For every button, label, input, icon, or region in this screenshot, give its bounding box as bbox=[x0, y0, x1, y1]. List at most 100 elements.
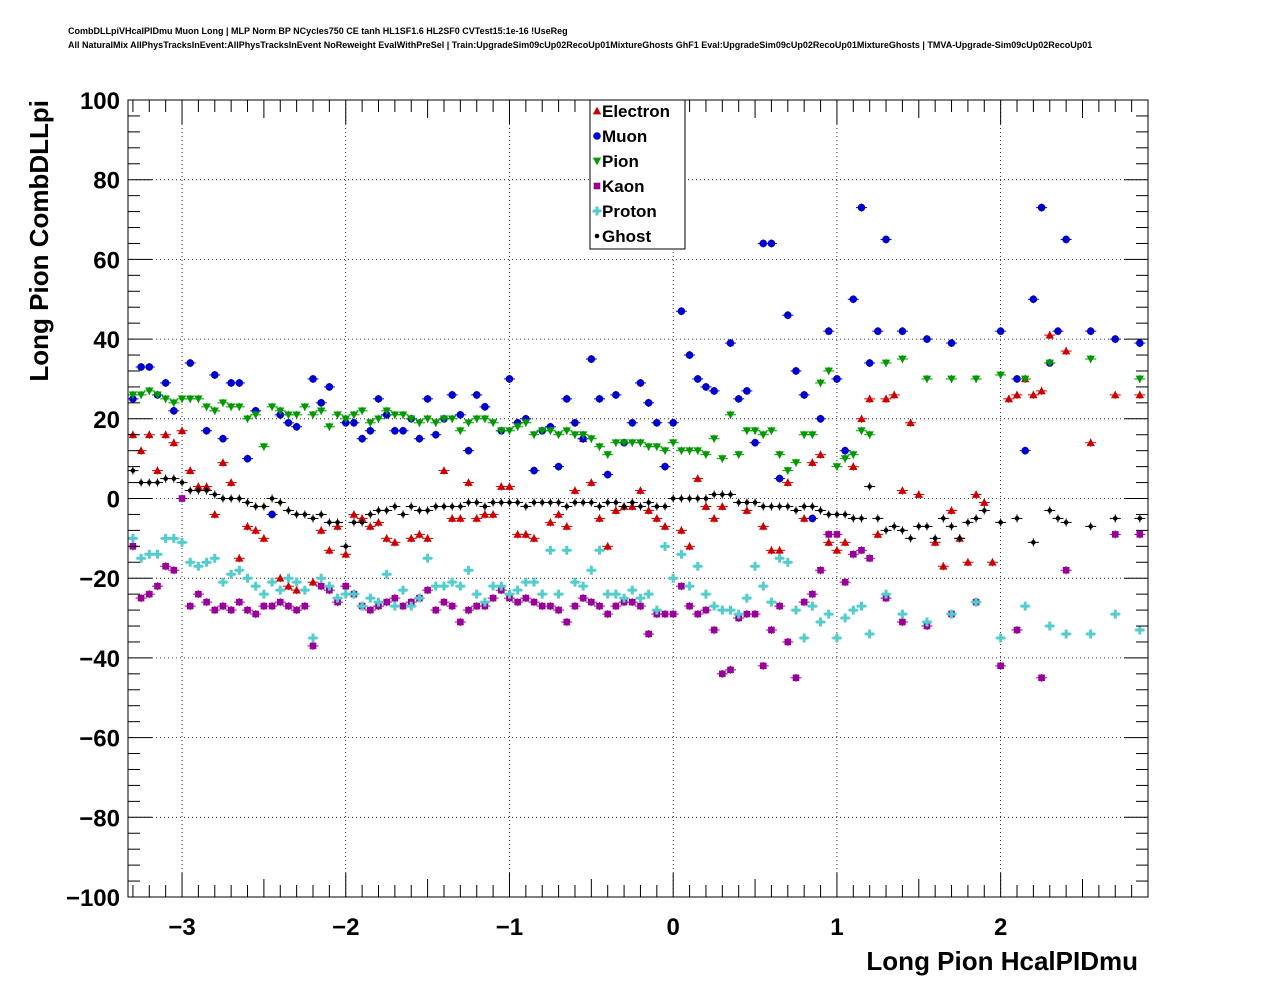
data-point-ghost bbox=[408, 504, 414, 509]
data-point-kaon bbox=[866, 554, 873, 562]
data-point-proton bbox=[333, 593, 343, 603]
data-point-electron bbox=[636, 486, 645, 494]
legend-entry-muon: Muon bbox=[593, 127, 647, 146]
legend-marker-electron bbox=[592, 106, 602, 115]
data-point-pion bbox=[832, 463, 842, 471]
data-point-ghost bbox=[294, 512, 299, 517]
data-point-pion bbox=[390, 411, 400, 420]
data-point-ghost bbox=[695, 496, 701, 501]
data-point-pion bbox=[947, 375, 956, 384]
data-point-pion bbox=[775, 451, 784, 459]
data-point-ghost bbox=[368, 512, 373, 517]
data-point-ghost bbox=[621, 504, 627, 509]
data-point-proton bbox=[349, 589, 359, 599]
data-point-pion bbox=[145, 387, 154, 396]
series-muon bbox=[127, 203, 1146, 523]
data-point-ghost bbox=[130, 468, 136, 473]
data-point-electron bbox=[136, 446, 146, 455]
data-point-pion bbox=[284, 411, 293, 420]
data-point-proton bbox=[603, 589, 613, 599]
data-point-electron bbox=[1111, 390, 1120, 399]
data-point-ghost bbox=[679, 496, 684, 501]
data-point-kaon bbox=[203, 598, 210, 606]
data-point-pion bbox=[816, 379, 825, 388]
data-point-pion bbox=[971, 375, 981, 384]
data-point-ghost bbox=[539, 500, 545, 505]
data-point-kaon bbox=[899, 618, 906, 626]
data-point-muon bbox=[391, 426, 399, 435]
data-point-muon bbox=[824, 327, 833, 335]
data-point-pion bbox=[783, 467, 793, 475]
data-point-proton bbox=[734, 609, 744, 619]
data-point-pion bbox=[153, 391, 162, 400]
data-point-kaon bbox=[538, 602, 546, 610]
data-point-proton bbox=[373, 597, 383, 607]
data-point-pion bbox=[513, 423, 522, 431]
data-point-pion bbox=[431, 419, 441, 427]
data-point-proton bbox=[243, 573, 253, 583]
data-point-proton bbox=[169, 533, 179, 543]
data-point-kaon bbox=[751, 610, 759, 618]
data-point-ghost bbox=[384, 508, 389, 513]
data-point-ghost bbox=[556, 500, 561, 505]
data-point-pion bbox=[349, 411, 359, 420]
data-point-muon bbox=[1029, 295, 1038, 304]
data-point-electron bbox=[849, 462, 858, 470]
data-point-proton bbox=[488, 581, 498, 591]
x-tick-label: 2 bbox=[994, 914, 1007, 941]
data-point-ghost bbox=[548, 500, 553, 505]
data-point-kaon bbox=[154, 582, 161, 590]
data-point-proton bbox=[693, 561, 703, 571]
y-tick-label: 80 bbox=[93, 168, 120, 195]
y-tick-label: −100 bbox=[66, 885, 120, 912]
data-point-electron bbox=[971, 490, 981, 498]
data-point-ghost bbox=[826, 512, 832, 517]
data-point-muon bbox=[325, 383, 334, 391]
data-point-proton bbox=[292, 577, 302, 587]
data-point-muon bbox=[1054, 327, 1062, 335]
data-point-proton bbox=[742, 593, 752, 603]
data-point-pion bbox=[881, 359, 891, 368]
data-point-proton bbox=[554, 589, 564, 599]
data-point-muon bbox=[145, 363, 154, 371]
data-point-proton bbox=[635, 593, 645, 603]
data-point-kaon bbox=[522, 594, 530, 602]
data-point-electron bbox=[816, 450, 825, 459]
data-point-electron bbox=[898, 486, 907, 494]
data-point-electron bbox=[472, 514, 481, 522]
data-point-kaon bbox=[293, 606, 300, 614]
legend-box bbox=[589, 99, 686, 250]
series-ghost bbox=[127, 466, 1146, 551]
data-point-electron bbox=[235, 554, 244, 562]
data-point-muon bbox=[137, 363, 145, 371]
data-point-proton bbox=[472, 589, 482, 599]
data-point-muon bbox=[636, 379, 645, 387]
data-point-pion bbox=[325, 423, 334, 431]
data-point-proton bbox=[807, 601, 817, 611]
data-point-kaon bbox=[211, 606, 219, 614]
data-point-electron bbox=[456, 514, 465, 522]
data-point-muon bbox=[505, 375, 514, 383]
data-point-pion bbox=[529, 431, 539, 439]
data-point-electron bbox=[1061, 346, 1071, 355]
data-point-proton bbox=[144, 549, 154, 559]
data-point-ghost bbox=[277, 500, 283, 505]
data-point-ghost bbox=[286, 508, 291, 513]
data-point-pion bbox=[857, 427, 866, 435]
series-proton bbox=[127, 533, 1146, 643]
data-point-proton bbox=[464, 565, 474, 575]
data-point-electron bbox=[292, 585, 301, 594]
data-point-kaon bbox=[489, 594, 497, 602]
data-point-ghost bbox=[425, 508, 430, 513]
data-point-muon bbox=[996, 327, 1005, 335]
data-point-proton bbox=[783, 557, 793, 567]
data-point-muon bbox=[530, 466, 538, 475]
data-point-muon bbox=[710, 387, 718, 395]
data-point-proton bbox=[193, 561, 203, 571]
data-point-pion bbox=[636, 439, 645, 447]
data-point-pion bbox=[840, 455, 850, 463]
data-point-muon bbox=[284, 418, 293, 427]
data-point-proton bbox=[1110, 609, 1120, 619]
data-point-proton bbox=[431, 581, 441, 591]
data-point-kaon bbox=[833, 531, 841, 538]
